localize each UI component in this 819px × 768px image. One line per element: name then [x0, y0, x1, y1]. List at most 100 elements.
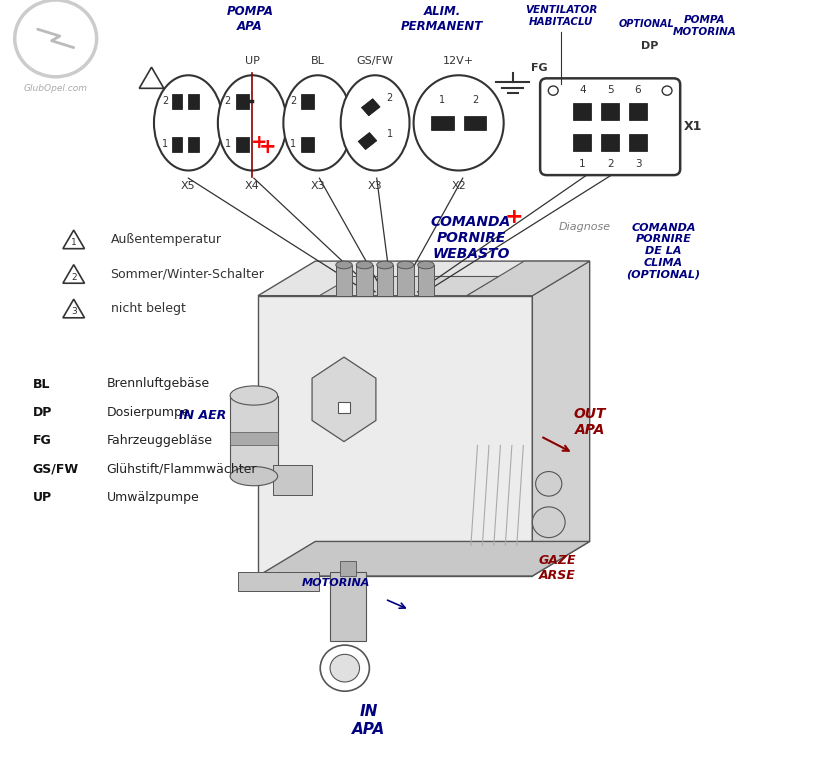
Bar: [431, 116, 454, 130]
Bar: [336, 265, 352, 296]
Text: 4: 4: [579, 84, 586, 95]
Ellipse shape: [283, 75, 352, 170]
Circle shape: [330, 654, 360, 682]
Text: 2: 2: [472, 94, 478, 105]
Text: Diagnose: Diagnose: [559, 222, 611, 233]
Ellipse shape: [418, 261, 434, 269]
Ellipse shape: [377, 261, 393, 269]
Text: COMANDA
PORNIRE
WEBASTO: COMANDA PORNIRE WEBASTO: [431, 215, 511, 261]
Polygon shape: [532, 261, 590, 576]
Ellipse shape: [218, 75, 287, 170]
Text: X3: X3: [310, 181, 325, 191]
Circle shape: [532, 507, 565, 538]
Bar: [301, 137, 314, 152]
Polygon shape: [319, 276, 500, 296]
Text: 1: 1: [224, 139, 231, 150]
Bar: [340, 561, 356, 576]
Bar: [358, 133, 377, 150]
Text: FG: FG: [33, 435, 52, 447]
Text: X2: X2: [451, 181, 466, 191]
FancyBboxPatch shape: [541, 78, 680, 175]
Polygon shape: [63, 230, 84, 249]
Text: DP: DP: [33, 406, 52, 419]
Text: OPTIONAL: OPTIONAL: [619, 19, 675, 29]
Bar: [273, 465, 312, 495]
Bar: [330, 572, 366, 641]
Text: POMPA
APA: POMPA APA: [226, 5, 274, 33]
Text: FG: FG: [532, 62, 548, 73]
Text: Fahrzeuggebläse: Fahrzeuggebläse: [106, 435, 212, 447]
Text: BL: BL: [33, 378, 50, 390]
Polygon shape: [312, 357, 376, 442]
Text: 1: 1: [290, 139, 296, 150]
Text: GS/FW: GS/FW: [33, 463, 79, 475]
Ellipse shape: [414, 75, 504, 170]
Ellipse shape: [397, 261, 414, 269]
Polygon shape: [63, 300, 84, 318]
Ellipse shape: [341, 75, 410, 170]
Text: 1: 1: [387, 129, 393, 140]
Bar: [236, 94, 249, 109]
Ellipse shape: [336, 261, 352, 269]
Text: 1: 1: [579, 158, 586, 169]
Text: COMANDA
PORNIRE
DE LA
CLIMA
(OPTIONAL): COMANDA PORNIRE DE LA CLIMA (OPTIONAL): [627, 223, 700, 279]
Text: GlubOpel.com: GlubOpel.com: [24, 84, 88, 93]
Bar: [356, 265, 373, 296]
Bar: [377, 265, 393, 296]
Bar: [418, 265, 434, 296]
Text: VENTILATOR
HABITACLU: VENTILATOR HABITACLU: [525, 5, 597, 27]
Text: X5: X5: [181, 181, 196, 191]
Ellipse shape: [154, 75, 223, 170]
Text: OUT
APA: OUT APA: [573, 407, 606, 437]
Text: 2: 2: [290, 96, 296, 107]
Bar: [338, 402, 350, 413]
Text: POMPA
MOTORINA: POMPA MOTORINA: [672, 15, 736, 37]
Circle shape: [663, 86, 672, 95]
Text: 2: 2: [387, 93, 393, 104]
Ellipse shape: [356, 261, 373, 269]
Text: ALIM.
PERMANENT: ALIM. PERMANENT: [401, 5, 483, 33]
Text: Brennluftgebäse: Brennluftgebäse: [106, 378, 210, 390]
Bar: [601, 103, 619, 120]
Bar: [573, 134, 591, 151]
Bar: [236, 137, 249, 152]
Polygon shape: [467, 261, 590, 296]
Text: 6: 6: [635, 84, 641, 95]
Bar: [397, 265, 414, 296]
Text: nicht belegt: nicht belegt: [111, 303, 185, 315]
Bar: [172, 137, 183, 152]
Text: 3: 3: [635, 158, 641, 169]
Circle shape: [320, 645, 369, 691]
Text: Umwälzpumpe: Umwälzpumpe: [106, 492, 199, 504]
Ellipse shape: [230, 386, 278, 406]
Text: IN
APA: IN APA: [352, 704, 385, 737]
Text: X1: X1: [683, 121, 702, 133]
Text: BL: BL: [311, 56, 324, 66]
Circle shape: [15, 0, 97, 77]
Circle shape: [549, 86, 559, 95]
Text: 2: 2: [71, 273, 76, 282]
Bar: [238, 572, 319, 591]
Bar: [464, 116, 486, 130]
Text: 1: 1: [162, 139, 169, 150]
Bar: [230, 432, 278, 445]
Text: Dosierpumpe: Dosierpumpe: [106, 406, 190, 419]
Circle shape: [536, 472, 562, 496]
Bar: [188, 137, 199, 152]
Text: 2: 2: [607, 158, 613, 169]
Polygon shape: [139, 68, 164, 88]
Text: IN AER: IN AER: [179, 409, 227, 422]
Text: Sommer/Winter-Schalter: Sommer/Winter-Schalter: [111, 268, 265, 280]
Text: +: +: [251, 133, 268, 151]
Text: Außentemperatur: Außentemperatur: [111, 233, 222, 246]
Text: 1: 1: [70, 238, 77, 247]
Text: 2: 2: [224, 96, 231, 107]
Text: GAZE
ARSE: GAZE ARSE: [538, 554, 576, 582]
Bar: [361, 99, 380, 116]
Bar: [601, 134, 619, 151]
Text: UP: UP: [245, 56, 260, 66]
Bar: [629, 134, 647, 151]
Text: GS/FW: GS/FW: [356, 56, 394, 66]
Polygon shape: [63, 265, 84, 283]
Bar: [629, 103, 647, 120]
